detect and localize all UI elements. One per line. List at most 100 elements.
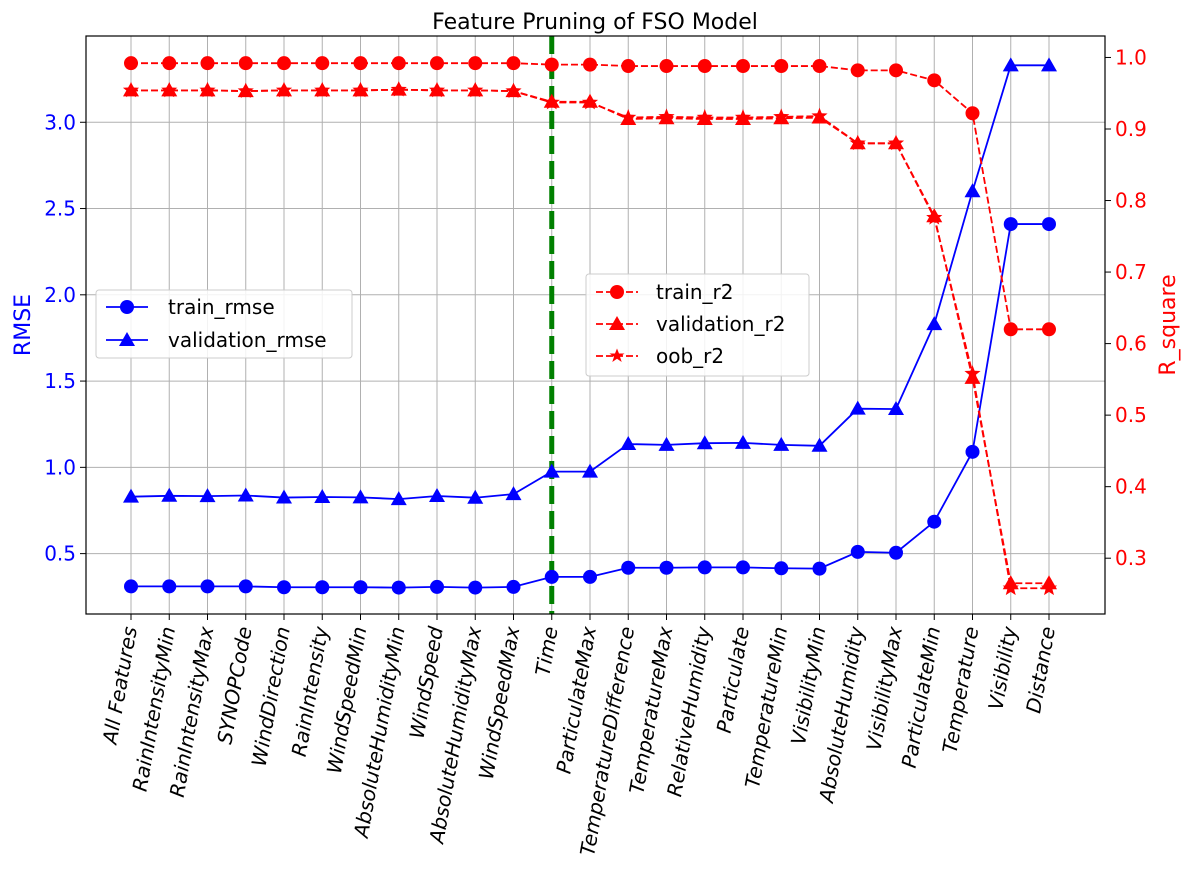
y-right-tick-label: 0.4: [1115, 475, 1147, 499]
point-train-r2: [277, 56, 291, 71]
legend-rmse: train_rmse validation_rmse: [95, 289, 353, 359]
point-train-r2: [965, 106, 980, 121]
point-train-rmse: [162, 579, 177, 594]
point-oob-r2: [122, 81, 140, 98]
point-train-rmse: [697, 560, 712, 575]
point-validation-rmse: [888, 401, 904, 416]
point-train-rmse: [468, 580, 483, 595]
point-train-rmse: [200, 579, 215, 594]
y-left-tick-label: 2.5: [44, 197, 76, 221]
point-train-rmse: [583, 569, 597, 584]
point-validation-rmse: [123, 488, 139, 503]
point-validation-rmse: [429, 487, 445, 502]
point-train-rmse: [621, 560, 636, 575]
point-validation-rmse: [849, 400, 866, 415]
y-left-tick-label: 0.5: [44, 542, 76, 566]
y-axis-left-label: RMSE: [11, 294, 36, 356]
point-validation-rmse: [199, 488, 216, 503]
y-left-tick-label: 1.5: [44, 369, 76, 393]
y-right-tick-label: 0.7: [1115, 260, 1147, 284]
point-validation-rmse: [926, 316, 943, 331]
point-oob-r2: [926, 209, 943, 225]
point-train-r2: [889, 63, 903, 78]
point-oob-r2: [199, 81, 216, 98]
point-train-r2: [238, 56, 253, 71]
point-train-r2: [697, 59, 712, 74]
point-validation-rmse: [467, 489, 484, 504]
point-train-r2: [353, 56, 368, 71]
legend-validation-rmse-marker: [119, 332, 135, 346]
x-tick-label-particulate: Particulate: [712, 625, 754, 735]
x-tick-label-all-features: All Features: [97, 625, 142, 748]
point-validation-rmse: [658, 436, 675, 451]
point-train-rmse: [391, 580, 406, 595]
point-oob-r2: [1002, 579, 1019, 596]
point-train-rmse: [1003, 217, 1018, 232]
point-train-rmse: [544, 569, 559, 584]
legend-rmse-box: [95, 289, 353, 359]
point-oob-r2: [581, 94, 599, 110]
point-train-rmse: [1042, 217, 1056, 232]
series-oob-r2: [122, 81, 1058, 596]
point-train-rmse: [277, 580, 291, 595]
point-oob-r2: [964, 365, 981, 381]
point-oob-r2: [505, 82, 522, 98]
point-train-r2: [774, 59, 789, 74]
point-oob-r2: [161, 81, 178, 98]
series-validation-rmse: [123, 57, 1057, 506]
point-oob-r2: [237, 82, 254, 98]
legend-oob-r2-label: oob_r2: [656, 344, 724, 368]
point-validation-rmse: [352, 489, 369, 504]
legend-validation-r2-label: validation_r2: [656, 312, 785, 336]
point-train-r2: [621, 59, 636, 74]
point-oob-r2: [773, 108, 790, 124]
point-train-r2: [200, 56, 215, 71]
point-train-rmse: [315, 580, 330, 595]
y-right-tick-label: 0.9: [1115, 117, 1147, 141]
legend-r2: train_r2 validation_r2 oob_r2: [585, 273, 810, 377]
point-train-r2: [850, 63, 865, 78]
point-oob-r2: [734, 109, 752, 125]
point-oob-r2: [696, 109, 713, 125]
x-tick-label-synopcode: SYNOPCode: [212, 625, 256, 746]
point-validation-rmse: [1041, 57, 1057, 72]
left-axis: 0.5 1.0 1.5 2.0 2.5 3.0: [44, 110, 86, 566]
y-right-tick-label: 1.0: [1115, 45, 1147, 69]
point-train-rmse: [812, 561, 827, 576]
series-layer: [122, 56, 1058, 596]
point-train-rmse: [124, 579, 138, 594]
x-tick-label-visibility: Visibility: [983, 624, 1021, 712]
legend-oob-r2-marker: [609, 348, 625, 362]
y-left-tick-label: 2.0: [44, 283, 76, 307]
chart-title: Feature Pruning of FSO Model: [432, 10, 758, 35]
point-oob-r2: [658, 108, 675, 124]
point-validation-rmse: [811, 437, 828, 452]
y-right-tick-label: 0.8: [1115, 189, 1147, 213]
point-train-r2: [659, 59, 674, 74]
point-oob-r2: [314, 81, 331, 98]
x-axis: All FeaturesRainIntensityMinRainIntensit…: [97, 614, 1060, 858]
point-train-r2: [124, 56, 138, 71]
point-train-r2: [506, 56, 521, 71]
point-validation-rmse: [773, 436, 790, 451]
y-right-tick-label: 0.6: [1115, 332, 1147, 356]
point-validation-rmse: [276, 489, 292, 504]
point-oob-r2: [887, 134, 905, 151]
point-validation-rmse: [314, 489, 331, 504]
point-train-r2: [468, 56, 483, 71]
plot-frame: [85, 35, 1106, 615]
point-train-r2: [1042, 322, 1056, 337]
point-validation-rmse: [390, 491, 407, 506]
point-train-rmse: [506, 579, 521, 594]
point-validation-rmse: [696, 435, 713, 450]
point-oob-r2: [390, 81, 407, 97]
right-axis: 0.3 0.4 0.5 0.6 0.7 0.8 0.9 1.0: [1105, 45, 1147, 570]
y-left-tick-label: 3.0: [44, 110, 76, 134]
legend-train-r2-marker: [610, 285, 624, 299]
x-tick-label-visibilitymin: VisibilityMin: [786, 625, 830, 747]
point-train-rmse: [659, 560, 674, 575]
x-tick-label-distance: Distance: [1021, 625, 1060, 715]
point-train-r2: [430, 56, 444, 71]
y-left-tick-label: 1.0: [44, 455, 76, 479]
x-tick-label-temperature: Temperature: [938, 625, 984, 755]
